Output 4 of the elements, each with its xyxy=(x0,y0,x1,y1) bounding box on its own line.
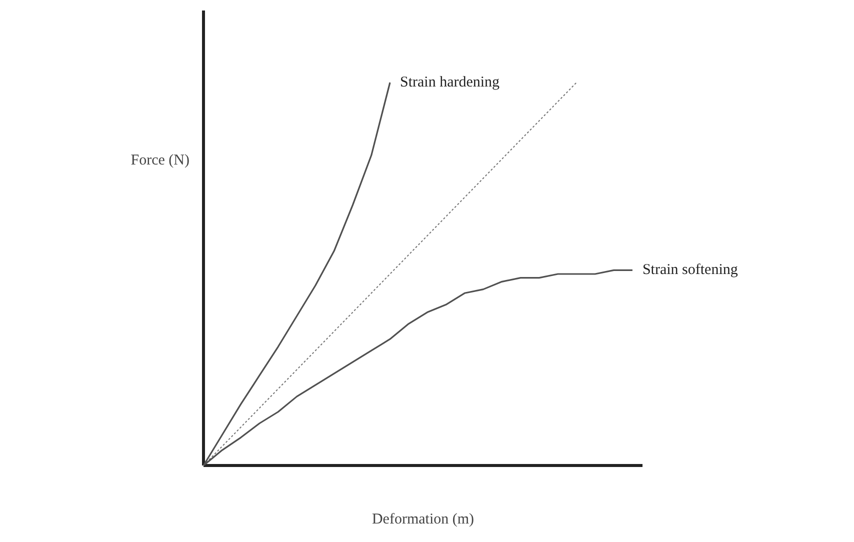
series-label: Strain softening xyxy=(642,262,738,278)
series-label: Strain hardening xyxy=(400,74,500,90)
x-axis-title: Deformation (m) xyxy=(372,511,474,528)
y-axis-title: Force (N) xyxy=(130,152,190,168)
